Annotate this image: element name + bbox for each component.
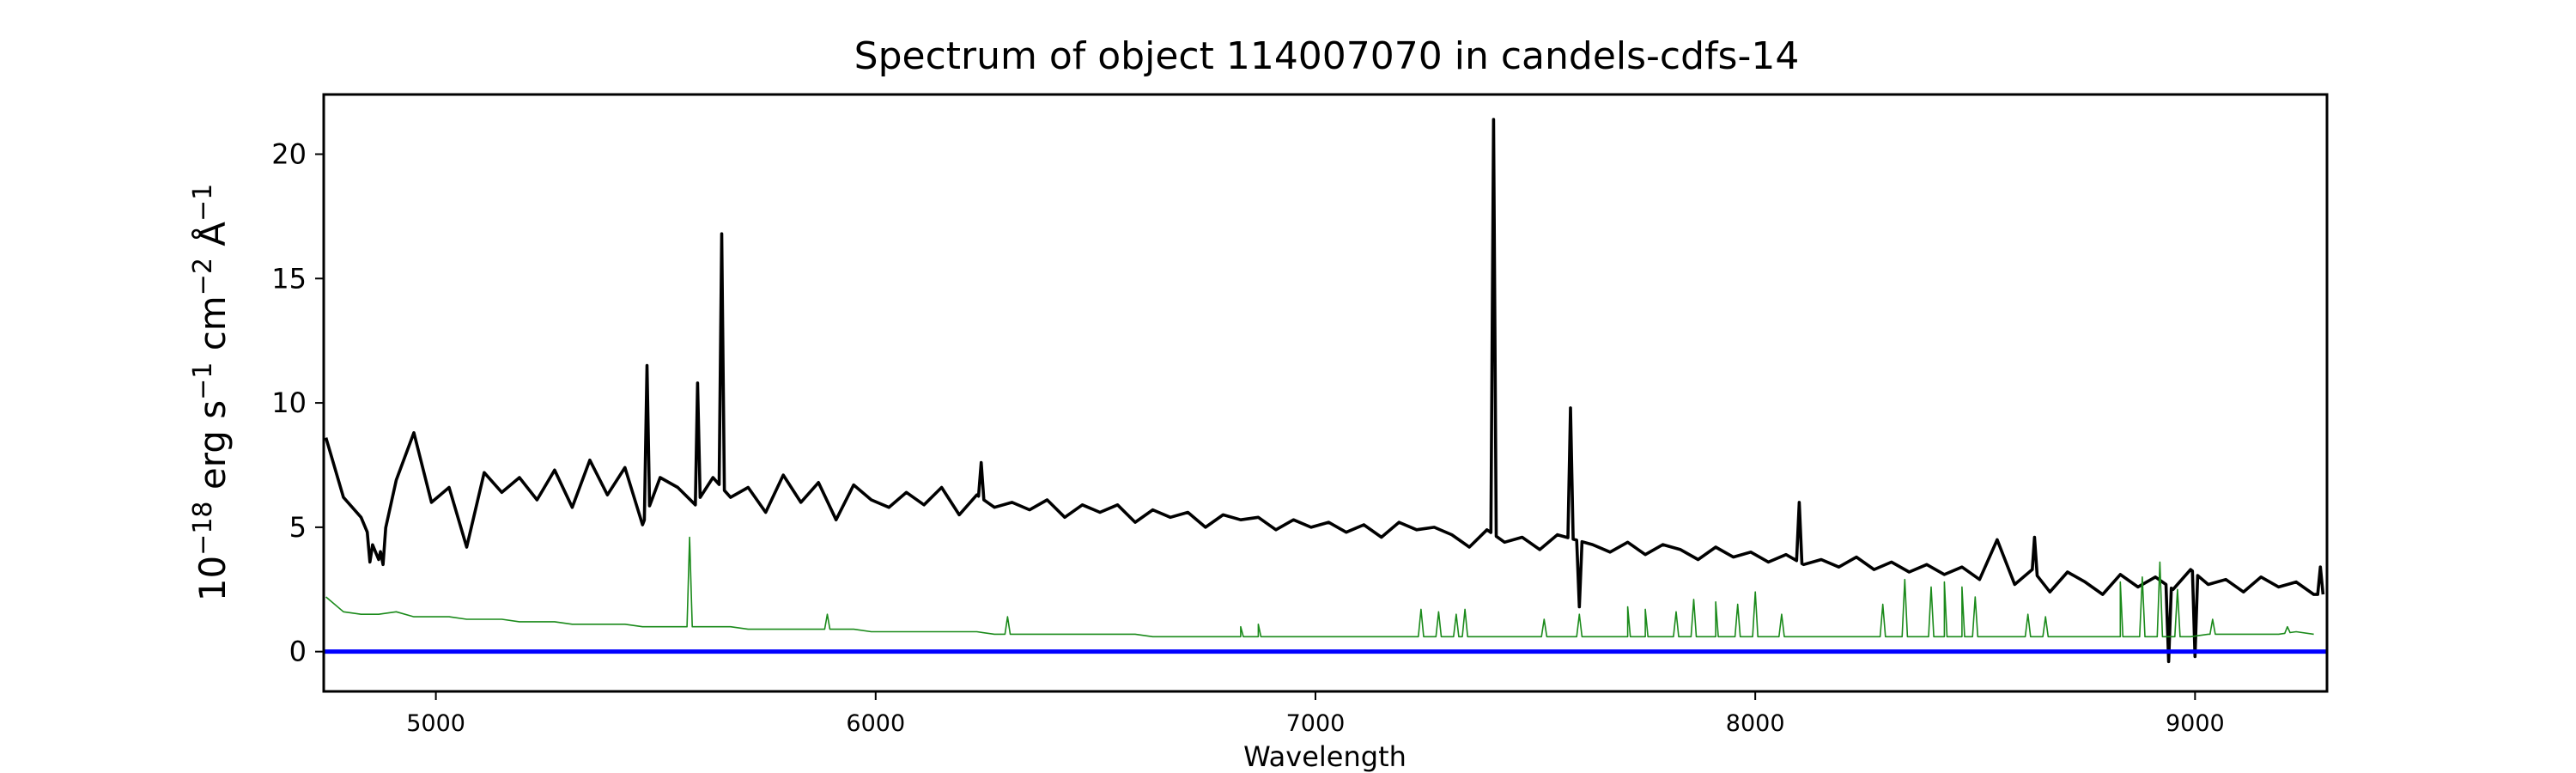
- y-label-sup: −18: [188, 502, 218, 556]
- y-label-sup: −2: [188, 258, 218, 295]
- y-axis-label: 10−18 erg s−1 cm−2 Å−1: [188, 184, 234, 602]
- x-tick-label: 9000: [2166, 710, 2225, 737]
- x-tick-label: 8000: [1726, 710, 1785, 737]
- plot-frame: [322, 93, 2329, 693]
- plot-area: 5000 6000 7000 8000 9000 0 5 10 15 20: [271, 93, 2329, 737]
- y-label-sup: −1: [188, 362, 218, 400]
- y-label-part: erg s: [191, 400, 234, 502]
- chart-title: Spectrum of object 114007070 in candels-…: [854, 34, 1800, 78]
- y-label-part: Å: [191, 222, 234, 258]
- x-tick-label: 5000: [406, 710, 465, 737]
- series-noise-line: [325, 536, 2314, 638]
- y-label-part: cm: [191, 295, 234, 362]
- x-tick-label: 6000: [846, 710, 905, 737]
- y-label-part: 10: [191, 556, 234, 601]
- y-label-sup: −1: [188, 184, 218, 222]
- x-axis-label: Wavelength: [1243, 740, 1406, 773]
- y-tick-label: 10: [271, 386, 307, 419]
- series-flux-line: [324, 118, 2325, 664]
- y-tick-label: 15: [271, 262, 307, 295]
- x-tick-label: 7000: [1286, 710, 1346, 737]
- y-tick-label: 5: [289, 511, 307, 544]
- y-tick-label: 20: [271, 138, 307, 171]
- y-tick-label: 0: [289, 636, 307, 668]
